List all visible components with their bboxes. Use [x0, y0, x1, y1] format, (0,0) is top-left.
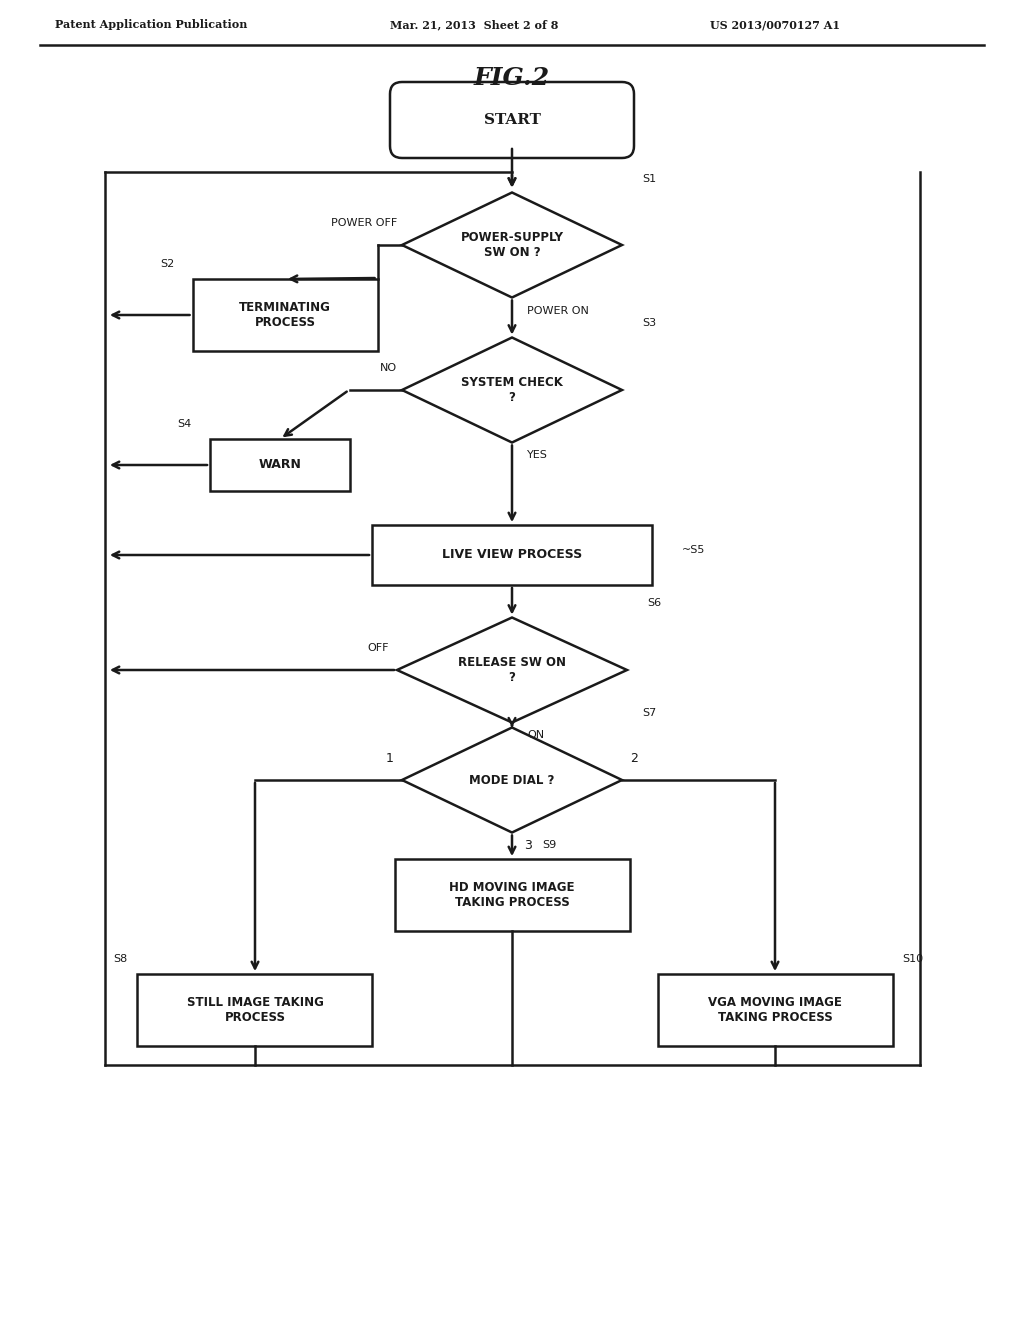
- Bar: [137, 974, 373, 1045]
- Text: NO: NO: [380, 363, 397, 374]
- Text: POWER OFF: POWER OFF: [331, 218, 397, 228]
- Bar: [394, 859, 630, 931]
- Text: HD MOVING IMAGE
TAKING PROCESS: HD MOVING IMAGE TAKING PROCESS: [450, 880, 574, 909]
- Text: 3: 3: [524, 840, 531, 851]
- Text: START: START: [483, 114, 541, 127]
- Text: OFF: OFF: [368, 643, 389, 653]
- Text: S2: S2: [160, 259, 174, 269]
- Polygon shape: [402, 338, 622, 442]
- Polygon shape: [402, 727, 622, 833]
- Text: FIG.2: FIG.2: [474, 66, 550, 90]
- Polygon shape: [402, 193, 622, 297]
- Text: STILL IMAGE TAKING
PROCESS: STILL IMAGE TAKING PROCESS: [186, 997, 324, 1024]
- Bar: [657, 974, 893, 1045]
- Text: S4: S4: [178, 418, 191, 429]
- Bar: [193, 279, 378, 351]
- Text: S10: S10: [902, 954, 924, 964]
- Text: S7: S7: [642, 709, 656, 718]
- Text: MODE DIAL ?: MODE DIAL ?: [469, 774, 555, 787]
- Polygon shape: [397, 618, 627, 722]
- Text: ON: ON: [527, 730, 544, 741]
- Text: Mar. 21, 2013  Sheet 2 of 8: Mar. 21, 2013 Sheet 2 of 8: [390, 20, 558, 30]
- Text: S8: S8: [114, 954, 128, 964]
- Text: POWER-SUPPLY
SW ON ?: POWER-SUPPLY SW ON ?: [461, 231, 563, 259]
- Text: RELEASE SW ON
?: RELEASE SW ON ?: [458, 656, 566, 684]
- FancyBboxPatch shape: [390, 82, 634, 158]
- Bar: [372, 525, 652, 585]
- Text: Patent Application Publication: Patent Application Publication: [55, 20, 248, 30]
- Text: 1: 1: [386, 751, 394, 764]
- Text: VGA MOVING IMAGE
TAKING PROCESS: VGA MOVING IMAGE TAKING PROCESS: [708, 997, 842, 1024]
- Text: S1: S1: [642, 173, 656, 183]
- Text: 2: 2: [630, 751, 638, 764]
- Text: YES: YES: [527, 450, 548, 461]
- Text: US 2013/0070127 A1: US 2013/0070127 A1: [710, 20, 840, 30]
- Text: WARN: WARN: [259, 458, 301, 471]
- Text: LIVE VIEW PROCESS: LIVE VIEW PROCESS: [442, 549, 582, 561]
- Text: SYSTEM CHECK
?: SYSTEM CHECK ?: [461, 376, 563, 404]
- Text: S6: S6: [647, 598, 662, 609]
- Text: POWER ON: POWER ON: [527, 305, 589, 315]
- Bar: [210, 440, 350, 491]
- Text: S3: S3: [642, 318, 656, 329]
- Text: ~S5: ~S5: [682, 545, 706, 554]
- Text: S9: S9: [542, 840, 556, 850]
- Text: TERMINATING
PROCESS: TERMINATING PROCESS: [239, 301, 331, 329]
